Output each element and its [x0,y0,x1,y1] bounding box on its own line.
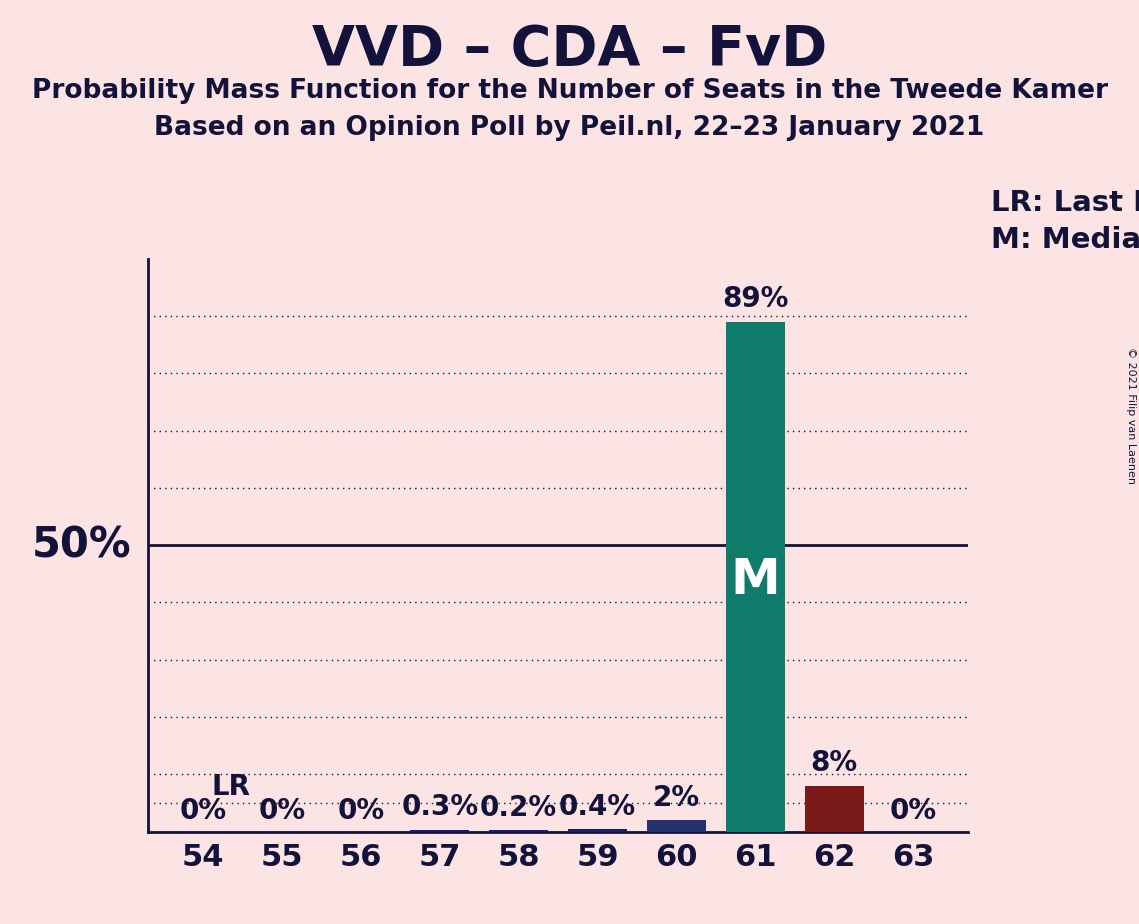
Text: 0.3%: 0.3% [401,794,478,821]
Text: 2%: 2% [653,784,700,811]
Text: Probability Mass Function for the Number of Seats in the Tweede Kamer: Probability Mass Function for the Number… [32,78,1107,103]
Text: 0.2%: 0.2% [481,794,557,821]
Text: LR: LR [211,773,251,801]
Bar [726,322,785,832]
Bar [568,830,628,832]
Text: Based on an Opinion Poll by Peil.nl, 22–23 January 2021: Based on an Opinion Poll by Peil.nl, 22–… [154,115,985,140]
Text: 0%: 0% [180,796,227,825]
Text: 50%: 50% [32,524,132,566]
Text: 0%: 0% [259,796,305,825]
Bar [410,830,469,832]
Text: 0%: 0% [337,796,385,825]
Bar [647,821,706,832]
Text: LR: Last Result: LR: Last Result [991,189,1139,217]
Text: M: Median: M: Median [991,226,1139,254]
Text: 8%: 8% [811,749,858,777]
Bar [489,831,548,832]
Bar [804,785,863,832]
Text: 0.4%: 0.4% [559,793,636,821]
Text: 0%: 0% [890,796,936,825]
Text: 89%: 89% [722,286,788,313]
Text: M: M [730,555,780,603]
Text: © 2021 Filip van Laenen: © 2021 Filip van Laenen [1126,347,1136,484]
Text: VVD – CDA – FvD: VVD – CDA – FvD [312,23,827,77]
